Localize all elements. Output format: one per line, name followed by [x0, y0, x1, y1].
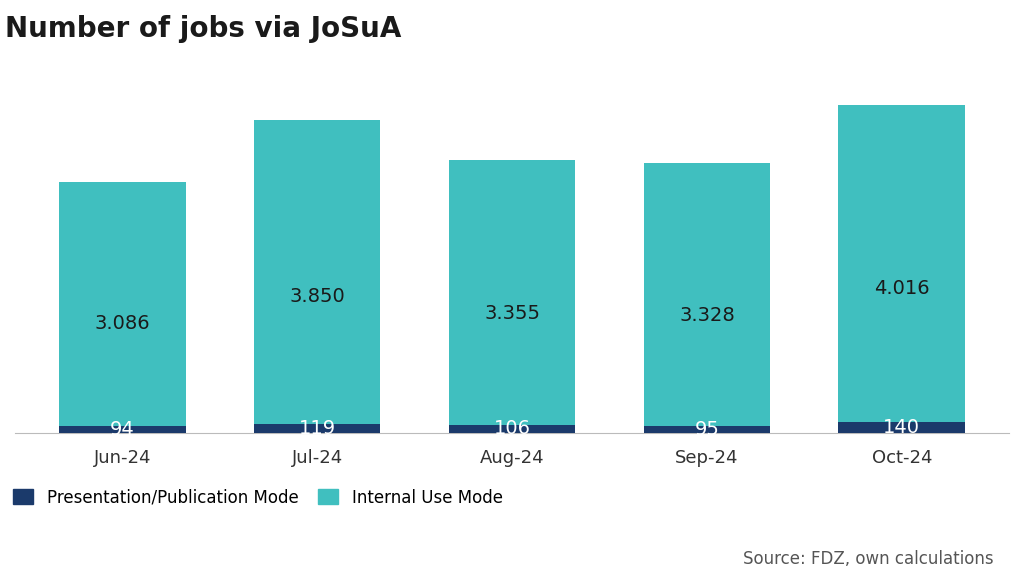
- Text: 3.850: 3.850: [289, 287, 345, 305]
- Bar: [643, 163, 770, 425]
- Bar: [839, 105, 966, 422]
- Bar: [449, 160, 575, 425]
- Bar: [254, 120, 381, 424]
- Text: 3.086: 3.086: [94, 314, 150, 333]
- Bar: [643, 425, 770, 433]
- Bar: [839, 422, 966, 433]
- Text: 95: 95: [694, 420, 719, 439]
- Text: 119: 119: [299, 419, 336, 438]
- Bar: [449, 425, 575, 433]
- Text: 140: 140: [884, 418, 921, 437]
- Text: 106: 106: [494, 420, 530, 438]
- Bar: [58, 426, 185, 433]
- Text: 3.328: 3.328: [679, 306, 735, 325]
- Bar: [254, 424, 381, 433]
- Text: Number of jobs via JoSuA: Number of jobs via JoSuA: [5, 15, 401, 43]
- Text: 3.355: 3.355: [484, 304, 540, 323]
- Bar: [58, 182, 185, 426]
- Text: Source: FDZ, own calculations: Source: FDZ, own calculations: [742, 550, 993, 568]
- Legend: Presentation/Publication Mode, Internal Use Mode: Presentation/Publication Mode, Internal …: [13, 489, 503, 506]
- Text: 4.016: 4.016: [874, 280, 930, 298]
- Text: 94: 94: [110, 420, 134, 439]
